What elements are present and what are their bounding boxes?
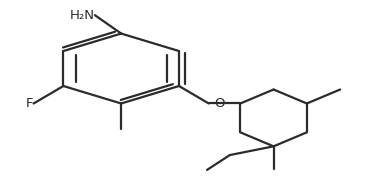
Text: F: F [26, 97, 33, 110]
Text: H₂N: H₂N [70, 9, 95, 22]
Text: O: O [214, 97, 225, 110]
